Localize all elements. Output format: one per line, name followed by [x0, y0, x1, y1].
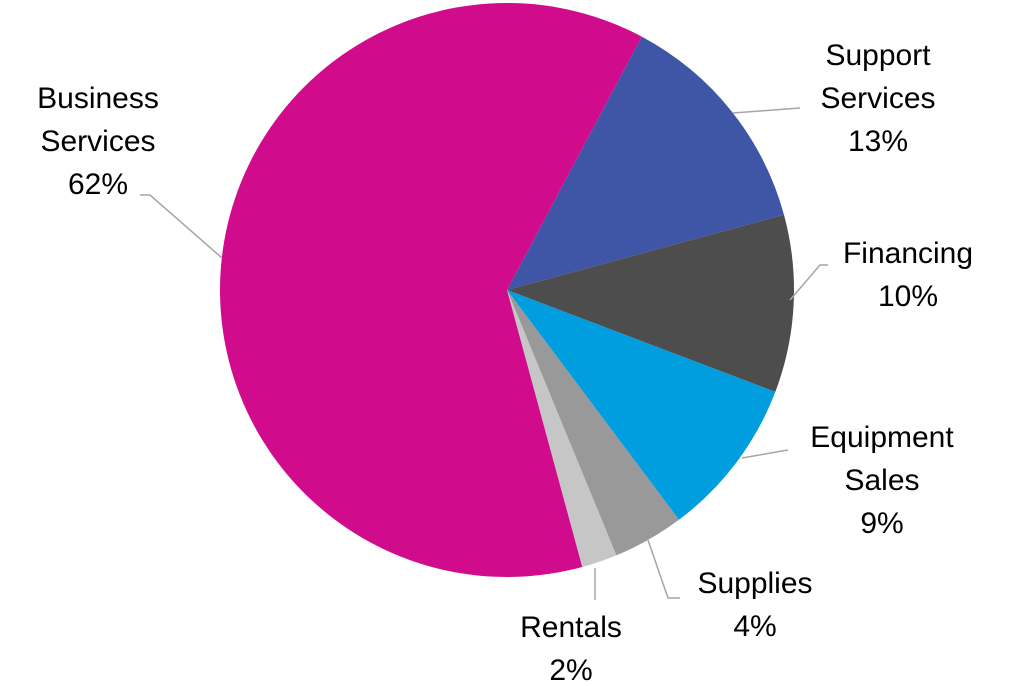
category-label: Supplies — [697, 567, 813, 600]
data-label: Support Services 13% — [793, 34, 963, 163]
pie-slice — [507, 290, 617, 567]
pie-slice — [219, 2, 642, 577]
category-label: Business Services — [37, 82, 159, 158]
pie-slice — [507, 36, 784, 290]
pie-slice — [507, 214, 794, 392]
leader-line — [647, 539, 680, 599]
value-label: 2% — [549, 654, 593, 686]
category-label: Rentals — [520, 611, 622, 644]
data-label: Rentals 2% — [471, 606, 671, 686]
value-label: 10% — [877, 280, 939, 313]
leader-line — [741, 449, 789, 459]
value-label: 13% — [847, 125, 909, 158]
pie-slice — [507, 290, 679, 556]
value-label: 62% — [67, 168, 129, 201]
leader-line — [140, 194, 223, 259]
leader-line — [732, 107, 801, 114]
category-label: Equipment Sales — [810, 421, 954, 497]
pie-slice — [507, 290, 776, 520]
category-label: Financing — [842, 237, 974, 270]
data-label: Supplies 4% — [655, 562, 855, 648]
data-label: Equipment Sales 9% — [792, 416, 972, 545]
value-label: 9% — [860, 507, 904, 540]
data-label: Business Services 62% — [18, 77, 178, 206]
data-label: Financing 10% — [808, 232, 1008, 318]
category-label: Support Services — [820, 39, 936, 115]
leader-line — [789, 264, 828, 301]
value-label: 4% — [733, 610, 777, 643]
